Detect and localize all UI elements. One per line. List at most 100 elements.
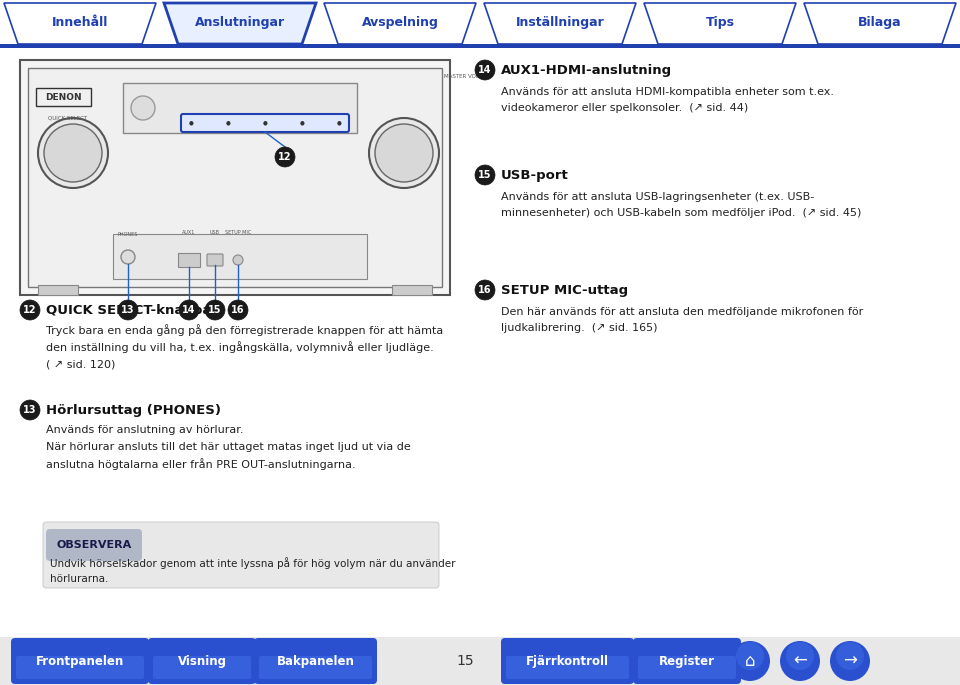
- Text: Inställningar: Inställningar: [516, 16, 605, 29]
- Text: 14: 14: [182, 305, 196, 315]
- Circle shape: [44, 124, 102, 182]
- Text: Bilaga: Bilaga: [858, 16, 901, 29]
- Text: Avspelning: Avspelning: [362, 16, 439, 29]
- Circle shape: [836, 642, 864, 670]
- Circle shape: [475, 165, 495, 185]
- Circle shape: [205, 300, 225, 320]
- Text: Anslutningar: Anslutningar: [195, 16, 285, 29]
- Bar: [113, 234, 367, 279]
- Circle shape: [233, 255, 243, 265]
- Text: Register: Register: [659, 654, 715, 667]
- Circle shape: [228, 300, 248, 320]
- Text: Tips: Tips: [706, 16, 734, 29]
- Circle shape: [375, 124, 433, 182]
- Circle shape: [786, 642, 814, 670]
- Polygon shape: [164, 3, 316, 44]
- Text: 16: 16: [231, 305, 245, 315]
- Text: 15: 15: [478, 170, 492, 180]
- FancyBboxPatch shape: [148, 638, 256, 684]
- Text: Bakpanelen: Bakpanelen: [276, 654, 354, 667]
- Text: Används för att ansluta HDMI-kompatibla enheter som t.ex.: Används för att ansluta HDMI-kompatibla …: [501, 87, 834, 97]
- Text: 13: 13: [121, 305, 134, 315]
- Text: 12: 12: [278, 152, 292, 162]
- Text: minnesenheter) och USB-kabeln som medföljer iPod.  (↗ sid. 45): minnesenheter) och USB-kabeln som medföl…: [501, 208, 861, 218]
- Text: ( ↗ sid. 120): ( ↗ sid. 120): [46, 359, 115, 369]
- Text: ljudkalibrering.  (↗ sid. 165): ljudkalibrering. (↗ sid. 165): [501, 323, 658, 333]
- Bar: [28, 68, 442, 287]
- Circle shape: [275, 147, 295, 167]
- FancyBboxPatch shape: [259, 656, 372, 679]
- Circle shape: [730, 641, 770, 681]
- FancyBboxPatch shape: [633, 638, 741, 684]
- FancyBboxPatch shape: [43, 522, 439, 588]
- FancyBboxPatch shape: [501, 638, 634, 684]
- Text: videokameror eller spelkonsoler.  (↗ sid. 44): videokameror eller spelkonsoler. (↗ sid.…: [501, 103, 748, 113]
- FancyBboxPatch shape: [153, 656, 251, 679]
- Text: ●: ●: [300, 121, 304, 125]
- FancyBboxPatch shape: [181, 114, 349, 132]
- Text: hörlurarna.: hörlurarna.: [50, 574, 108, 584]
- Text: anslutna högtalarna eller från PRE OUT-anslutningarna.: anslutna högtalarna eller från PRE OUT-a…: [46, 458, 355, 470]
- Bar: [178, 253, 200, 267]
- Polygon shape: [804, 3, 956, 44]
- Text: Tryck bara en enda gång på den förregistrerade knappen för att hämta: Tryck bara en enda gång på den förregist…: [46, 324, 444, 336]
- Text: Används för anslutning av hörlurar.: Används för anslutning av hörlurar.: [46, 425, 244, 435]
- Text: QUICK SELECT: QUICK SELECT: [48, 116, 87, 121]
- Bar: [36, 88, 91, 106]
- Text: SETUP MIC: SETUP MIC: [225, 230, 252, 235]
- Circle shape: [38, 118, 108, 188]
- Text: Innehåll: Innehåll: [52, 16, 108, 29]
- Bar: [392, 285, 432, 295]
- Bar: [123, 83, 357, 133]
- Text: Den här används för att ansluta den medföljande mikrofonen för: Den här används för att ansluta den medf…: [501, 307, 863, 317]
- Circle shape: [118, 300, 138, 320]
- Polygon shape: [644, 3, 796, 44]
- FancyBboxPatch shape: [11, 638, 149, 684]
- Text: DENON: DENON: [45, 92, 82, 101]
- Text: den inställning du vill ha, t.ex. ingångskälla, volymnivå eller ljudläge.: den inställning du vill ha, t.ex. ingång…: [46, 341, 434, 353]
- Bar: [0, 44, 960, 48]
- Text: ●: ●: [188, 121, 193, 125]
- Text: →: →: [843, 652, 857, 670]
- Text: AUX1-HDMI-anslutning: AUX1-HDMI-anslutning: [501, 64, 672, 77]
- Text: Visning: Visning: [178, 654, 227, 667]
- Text: Undvik hörselskador genom att inte lyssna på för hög volym när du använder: Undvik hörselskador genom att inte lyssn…: [50, 557, 455, 569]
- FancyBboxPatch shape: [638, 656, 736, 679]
- Text: ●: ●: [337, 121, 342, 125]
- Circle shape: [131, 96, 155, 120]
- Text: 12: 12: [23, 305, 36, 315]
- Polygon shape: [4, 3, 156, 44]
- Text: AUX1: AUX1: [182, 230, 196, 235]
- Polygon shape: [324, 3, 476, 44]
- Bar: [0, 637, 960, 685]
- Text: ●: ●: [263, 121, 268, 125]
- Circle shape: [369, 118, 439, 188]
- Text: ⌂: ⌂: [745, 652, 756, 670]
- Circle shape: [475, 280, 495, 300]
- Text: 15: 15: [456, 654, 474, 668]
- Polygon shape: [484, 3, 636, 44]
- FancyBboxPatch shape: [16, 656, 144, 679]
- Text: Används för att ansluta USB-lagringsenheter (t.ex. USB-: Används för att ansluta USB-lagringsenhe…: [501, 192, 814, 202]
- FancyBboxPatch shape: [207, 254, 223, 266]
- Text: USB: USB: [210, 230, 220, 235]
- Text: ←: ←: [793, 652, 807, 670]
- Circle shape: [20, 300, 40, 320]
- FancyBboxPatch shape: [46, 529, 142, 561]
- Text: ●: ●: [226, 121, 230, 125]
- Circle shape: [780, 641, 820, 681]
- Text: 14: 14: [478, 65, 492, 75]
- Text: PHONES: PHONES: [118, 232, 138, 237]
- Circle shape: [736, 642, 764, 670]
- FancyBboxPatch shape: [254, 638, 377, 684]
- Circle shape: [20, 400, 40, 420]
- Text: MASTER VOLUME: MASTER VOLUME: [444, 74, 491, 79]
- Text: 16: 16: [478, 285, 492, 295]
- Bar: [38, 285, 78, 295]
- Circle shape: [830, 641, 870, 681]
- Text: QUICK SELECT-knappar: QUICK SELECT-knappar: [46, 303, 218, 316]
- FancyBboxPatch shape: [506, 656, 629, 679]
- Circle shape: [179, 300, 199, 320]
- Text: USB-port: USB-port: [501, 169, 568, 182]
- Circle shape: [121, 250, 135, 264]
